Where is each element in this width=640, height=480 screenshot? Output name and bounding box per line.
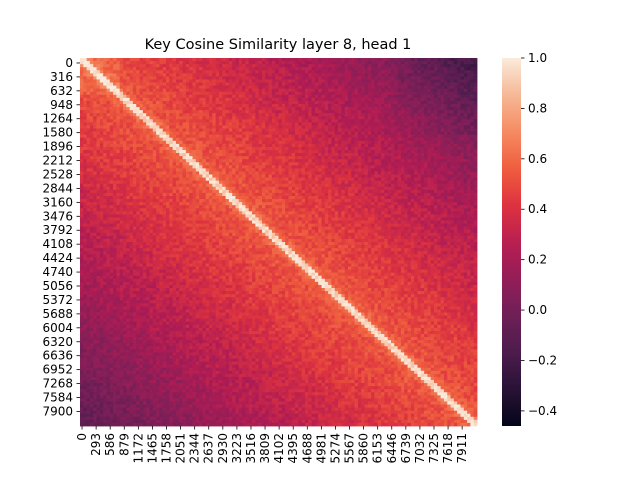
chart-title: Key Cosine Similarity layer 8, head 1: [145, 37, 412, 53]
